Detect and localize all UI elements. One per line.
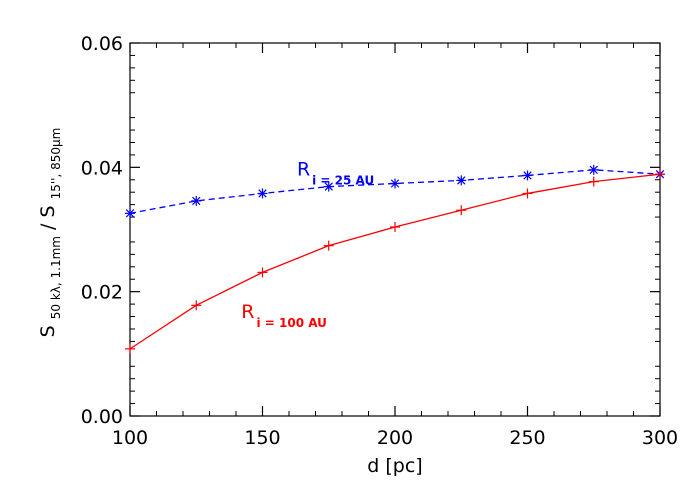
axis-ticks bbox=[129, 42, 661, 417]
y-tick-label: 0.06 bbox=[81, 33, 123, 55]
series-group bbox=[125, 164, 665, 354]
data-point-0 bbox=[257, 188, 268, 199]
data-point-1 bbox=[588, 176, 599, 187]
y-axis-label-s2-sub: 15'', 850μm bbox=[49, 128, 63, 200]
marker-stroke bbox=[390, 179, 400, 188]
data-point-0 bbox=[390, 178, 400, 189]
series-label-main: R bbox=[297, 158, 310, 180]
y-tick-label: 0.04 bbox=[81, 157, 123, 179]
data-point-0 bbox=[323, 181, 334, 192]
data-point-1 bbox=[323, 240, 334, 251]
data-point-1 bbox=[522, 188, 533, 199]
marker-stroke bbox=[258, 189, 267, 198]
marker-stroke bbox=[457, 176, 466, 185]
marker-stroke bbox=[324, 182, 333, 191]
y-tick-label: 0.02 bbox=[81, 282, 123, 304]
data-point-0 bbox=[588, 164, 599, 175]
data-point-0 bbox=[522, 170, 533, 181]
y-axis-label: S 50 kλ, 1.1mm / S 15'', 850μm bbox=[37, 128, 65, 338]
x-axis-label: d [pc] bbox=[367, 455, 422, 477]
series-label-sub: i = 25 AU bbox=[312, 173, 374, 187]
x-tick-label: 200 bbox=[377, 427, 413, 449]
data-point-1 bbox=[125, 343, 135, 354]
series-label-sub: i = 100 AU bbox=[257, 316, 327, 330]
series-line-1 bbox=[129, 173, 661, 350]
x-tick-label: 300 bbox=[642, 427, 678, 449]
y-axis-label-s1: S bbox=[37, 325, 59, 337]
data-point-1 bbox=[257, 267, 268, 278]
data-point-1 bbox=[655, 169, 665, 180]
data-point-0 bbox=[125, 208, 135, 219]
data-point-1 bbox=[456, 205, 467, 216]
data-point-0 bbox=[191, 195, 202, 206]
y-tick-label: 0.00 bbox=[81, 406, 123, 428]
marker-stroke bbox=[589, 165, 598, 174]
x-tick-label: 150 bbox=[244, 427, 280, 449]
series-line-0 bbox=[129, 169, 661, 214]
x-tick-label: 250 bbox=[509, 427, 545, 449]
y-axis-label-s1-sub: 50 kλ, 1.1mm bbox=[49, 236, 63, 319]
series-label-main: R bbox=[241, 301, 254, 323]
data-point-0 bbox=[456, 175, 467, 186]
y-axis-label-slash: / bbox=[37, 218, 59, 230]
x-tick-label: 100 bbox=[112, 427, 148, 449]
marker-stroke bbox=[125, 209, 135, 218]
data-point-1 bbox=[191, 300, 202, 311]
marker-stroke bbox=[523, 171, 532, 180]
y-axis-label-s2: S bbox=[37, 205, 59, 217]
tick-labels: 100 150 200 250 300 0.00 0.02 0.04 0.06 bbox=[81, 33, 678, 449]
marker-stroke bbox=[192, 196, 201, 206]
data-point-1 bbox=[390, 222, 400, 233]
